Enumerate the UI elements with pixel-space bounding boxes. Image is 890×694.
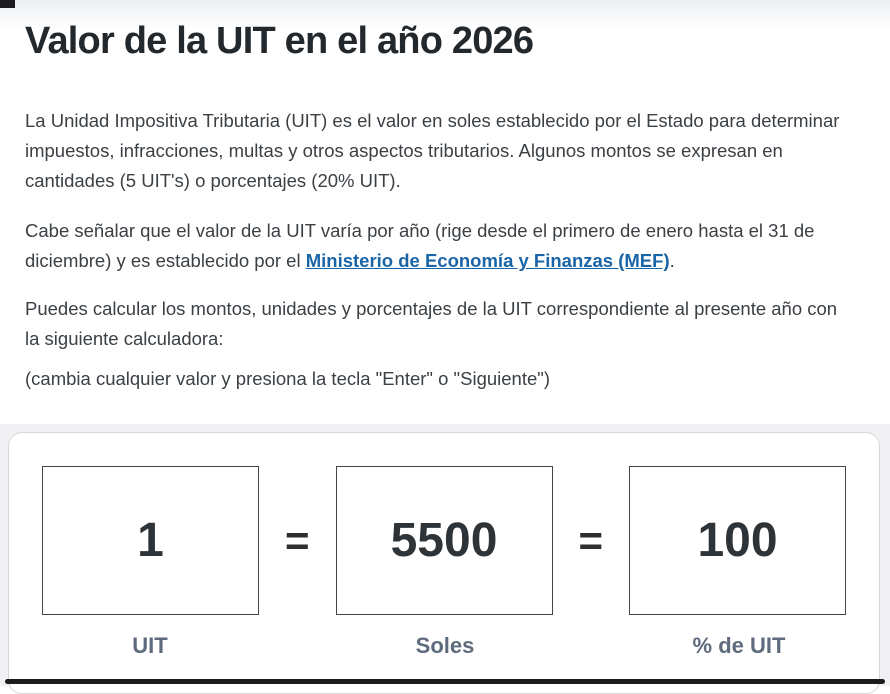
- validity-paragraph: Cabe señalar que el valor de la UIT varí…: [25, 216, 853, 276]
- equals-sign-1: =: [284, 516, 310, 564]
- percent-uit-label: % de UIT: [692, 633, 786, 658]
- validity-text-before: Cabe señalar que el valor de la UIT varí…: [25, 220, 815, 271]
- validity-text-after: .: [669, 250, 675, 271]
- calculator-row: = =: [42, 466, 846, 615]
- top-gradient: [0, 0, 890, 30]
- percent-uit-input[interactable]: [629, 466, 846, 615]
- bottom-cutoff-bar: [5, 679, 885, 684]
- uit-input[interactable]: [42, 466, 259, 615]
- equals-sign-2: =: [578, 516, 604, 564]
- soles-input[interactable]: [335, 466, 553, 615]
- mef-link[interactable]: Ministerio de Economía y Finanzas (MEF): [305, 250, 670, 271]
- soles-label: Soles: [415, 633, 475, 658]
- hint-text: (cambia cualquier valor y presiona la te…: [25, 368, 551, 389]
- page-title: Valor de la UIT en el año 2026: [25, 20, 534, 62]
- uit-label: UIT: [132, 633, 168, 658]
- top-left-artifact: [0, 0, 15, 8]
- intro-paragraph: La Unidad Impositiva Tributaria (UIT) es…: [25, 110, 840, 191]
- calculator-intro-paragraph: Puedes calcular los montos, unidades y p…: [25, 298, 838, 349]
- calculator-card: = = UIT Soles % de UIT: [8, 432, 880, 694]
